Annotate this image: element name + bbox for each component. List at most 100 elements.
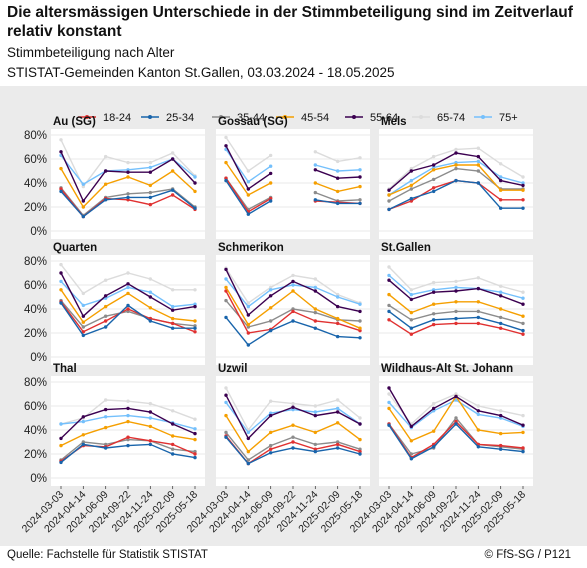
chart-panel: 18-24 25-34 35-44 45-54 55-64 65-74 75+ Au (SG… xyxy=(0,86,587,546)
data-point xyxy=(81,325,86,329)
legend-marker xyxy=(352,115,356,119)
data-point xyxy=(431,290,436,294)
data-point xyxy=(358,168,362,172)
data-point xyxy=(81,182,86,186)
data-point xyxy=(313,449,318,454)
data-point xyxy=(103,325,108,329)
data-point xyxy=(148,416,153,420)
data-point xyxy=(59,271,63,275)
facet-title: Schmerikon xyxy=(218,242,284,254)
data-point xyxy=(170,316,175,321)
data-point xyxy=(431,163,436,167)
data-point xyxy=(246,180,251,184)
data-point xyxy=(313,163,318,167)
data-point xyxy=(103,314,108,318)
facet: Gossau (SG) xyxy=(216,116,370,239)
data-point xyxy=(409,439,414,443)
data-point xyxy=(148,424,153,429)
data-point xyxy=(103,319,108,323)
data-point xyxy=(313,447,318,451)
y-tick-label: 40% xyxy=(24,304,47,316)
data-point xyxy=(224,435,228,439)
data-point xyxy=(358,175,362,179)
data-point xyxy=(521,332,525,336)
data-point xyxy=(170,288,175,292)
data-point xyxy=(358,328,362,333)
data-point xyxy=(126,291,130,296)
data-point xyxy=(148,183,153,188)
data-point xyxy=(193,417,197,421)
data-point xyxy=(268,443,273,448)
data-point xyxy=(103,278,108,282)
data-point xyxy=(476,428,481,432)
data-point xyxy=(170,321,175,326)
data-point xyxy=(148,190,153,195)
data-point xyxy=(498,321,503,326)
data-point xyxy=(81,442,86,447)
data-point xyxy=(193,288,197,292)
data-point xyxy=(170,304,175,309)
data-point xyxy=(170,442,175,447)
data-point xyxy=(358,156,362,160)
data-point xyxy=(291,435,295,439)
data-point xyxy=(170,151,175,155)
chart-subtitle-region: STISTAT-Gemeinden Kanton St.Gallen, 03.0… xyxy=(7,65,395,80)
data-point xyxy=(246,193,251,197)
data-point xyxy=(59,436,63,441)
data-point xyxy=(498,188,503,192)
data-point xyxy=(193,330,197,334)
data-point xyxy=(193,175,197,179)
data-point xyxy=(103,407,108,412)
data-point xyxy=(521,181,525,185)
data-point xyxy=(335,406,340,411)
data-point xyxy=(454,279,458,284)
data-point xyxy=(193,189,197,194)
data-point xyxy=(81,419,86,424)
data-point xyxy=(193,455,197,460)
data-point xyxy=(431,322,436,327)
data-point xyxy=(521,413,525,418)
data-point xyxy=(498,175,503,179)
data-point xyxy=(268,288,273,292)
data-point xyxy=(409,199,414,203)
data-point xyxy=(387,406,391,411)
data-point xyxy=(521,296,525,300)
data-point xyxy=(103,182,108,186)
data-point xyxy=(521,321,525,326)
data-point xyxy=(268,306,273,310)
data-point xyxy=(148,165,153,170)
data-point xyxy=(498,413,503,418)
data-point xyxy=(521,449,525,454)
data-point xyxy=(224,176,228,180)
data-point xyxy=(387,423,391,427)
data-point xyxy=(268,171,273,176)
data-point xyxy=(193,206,197,210)
legend-marker xyxy=(283,115,287,119)
data-point xyxy=(335,398,340,402)
data-point xyxy=(291,279,295,284)
chart-subtitle: Stimmbeteiligung nach Alter xyxy=(7,45,175,60)
data-point xyxy=(103,425,108,430)
data-point xyxy=(498,307,503,311)
data-point xyxy=(126,170,130,174)
data-point xyxy=(476,445,481,449)
data-point xyxy=(454,321,458,326)
data-point xyxy=(409,297,414,302)
data-point xyxy=(126,160,130,165)
data-point xyxy=(521,188,525,192)
data-point xyxy=(126,303,130,308)
data-point xyxy=(81,303,86,308)
data-point xyxy=(291,440,295,444)
data-point xyxy=(291,309,295,314)
data-point xyxy=(313,442,318,447)
data-point xyxy=(246,458,251,462)
data-point xyxy=(170,452,175,456)
legend-label: 65-74 xyxy=(437,112,465,124)
legend-label: 45-54 xyxy=(301,112,329,124)
data-point xyxy=(498,416,503,420)
data-point xyxy=(148,290,153,294)
data-point xyxy=(335,442,340,447)
data-point xyxy=(170,157,175,161)
data-point xyxy=(193,181,197,185)
data-point xyxy=(246,212,251,216)
